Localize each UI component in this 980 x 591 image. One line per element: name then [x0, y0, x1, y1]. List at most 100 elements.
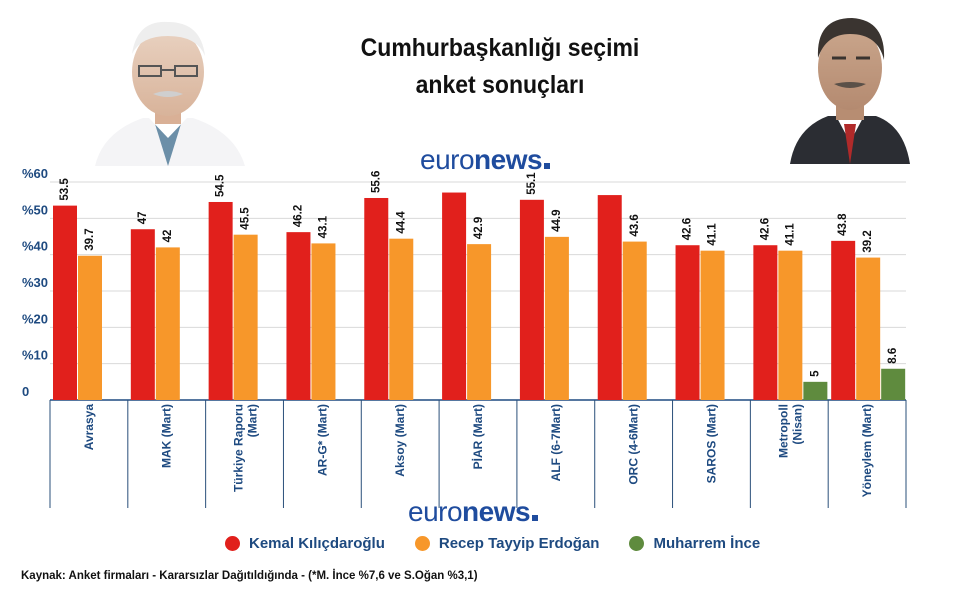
data-label: 43.1: [317, 215, 329, 238]
euronews-logo-bold: news: [474, 144, 543, 175]
bar: [53, 205, 77, 400]
data-label: 43.8: [837, 213, 849, 236]
bar: [856, 257, 881, 400]
bar: [130, 229, 155, 400]
data-label: 42.6: [759, 218, 771, 240]
legend-item-kilicdaroglu: Kemal Kılıçdaroğlu: [225, 535, 385, 552]
data-label: 45.5: [240, 207, 252, 230]
chart-title: Cumhurbaşkanlığı seçimi anket sonuçları: [316, 30, 684, 104]
bar: [753, 245, 778, 400]
y-tick-label: 0: [22, 384, 29, 399]
bar: [675, 245, 700, 400]
category-label: Yöneylem (Mart): [860, 404, 874, 497]
euronews-logo-top: euronews: [420, 144, 551, 176]
euronews-logo-bold: news: [462, 496, 531, 527]
data-label: 8.6: [887, 348, 899, 364]
category-label-line: Aksoy (Mart): [393, 404, 407, 477]
bar: [442, 192, 467, 400]
category-label-line: Metropoll: [776, 404, 790, 458]
category-label: MAK (Mart): [160, 404, 174, 468]
category-label-line: PİAR (Mart): [470, 404, 485, 469]
data-label: 42.6: [682, 218, 694, 240]
category-label-line: AR-G* (Mart): [315, 404, 329, 476]
bar-chart: 0 %10 %20 %30 %40 %50 %60 53.5 39.7 Avrasya 47 42 MA…: [22, 166, 907, 508]
y-tick-label: %50: [22, 202, 48, 217]
legend-dot-erdogan: [414, 536, 430, 551]
category-label: ORC (4-6Mart): [627, 404, 641, 485]
data-label: 43.6: [629, 214, 641, 236]
euronews-logo-light: euro: [408, 496, 463, 527]
data-label: 55.1: [526, 172, 538, 195]
euronews-logo-light: euro: [420, 144, 475, 175]
category-label-line: ALF (6-7Mart): [549, 404, 563, 481]
data-label: 41.1: [707, 223, 719, 246]
category-label: ALF (6-7Mart): [549, 404, 563, 481]
chart-legend: Kemal Kılıçdaroğlu Recep Tayyip Erdoğan …: [225, 535, 790, 552]
kilicdaroglu-photo: [95, 21, 245, 166]
legend-item-ince: Muharrem İnce: [629, 535, 760, 552]
bar: [311, 243, 336, 400]
category-label-line: Avrasya: [82, 404, 96, 451]
data-label: 39.7: [84, 228, 96, 250]
y-tick-label: %20: [22, 311, 48, 326]
bar: [622, 241, 647, 400]
category-label-line: ORC (4-6Mart): [627, 404, 641, 485]
bar: [803, 381, 828, 400]
data-label: 42.9: [473, 217, 485, 239]
data-label: 55.6: [370, 171, 382, 193]
chart-title-line-2: anket sonuçları: [415, 71, 585, 99]
category-label: AR-G* (Mart): [315, 404, 329, 476]
data-label: 53.5: [59, 178, 71, 201]
category-label: PİAR (Mart): [470, 404, 485, 469]
euronews-logo-bottom: euronews: [408, 496, 539, 528]
bar: [78, 255, 102, 400]
source-note: Kaynak: Anket firmaları - Kararsızlar Da…: [21, 570, 478, 582]
legend-label-erdogan: Recep Tayyip Erdoğan: [438, 535, 600, 552]
data-label: 46.2: [292, 205, 304, 227]
data-label: 44.9: [551, 209, 563, 231]
euronews-logo-dot: [544, 163, 551, 169]
bar: [881, 368, 906, 400]
erdogan-photo: [790, 18, 910, 164]
category-label: SAROS (Mart): [704, 404, 718, 483]
category-label: Avrasya: [82, 404, 96, 451]
data-label: 5: [809, 370, 821, 377]
legend-label-kilicdaroglu: Kemal Kılıçdaroğlu: [249, 535, 385, 552]
legend-item-erdogan: Recep Tayyip Erdoğan: [414, 535, 600, 552]
category-label-line: SAROS (Mart): [704, 404, 718, 483]
category-label-line: (Nisan): [790, 404, 804, 445]
bar: [286, 232, 311, 400]
category-label-line: Türkiye Raporu: [232, 404, 246, 492]
bar: [208, 201, 233, 400]
bar: [700, 250, 725, 400]
bar: [155, 247, 180, 400]
y-tick-label: %10: [22, 348, 48, 363]
bar: [544, 236, 569, 400]
legend-dot-ince: [629, 536, 645, 551]
legend-dot-kilicdaroglu: [225, 536, 240, 551]
y-tick-label: %40: [22, 239, 48, 254]
category-label-line: MAK (Mart): [160, 404, 174, 468]
legend-label-ince: Muharrem İnce: [653, 535, 761, 552]
category-label-line: Yöneylem (Mart): [860, 404, 874, 497]
data-label: 42: [162, 230, 174, 243]
bar: [778, 250, 803, 400]
bar: [389, 238, 414, 400]
category-label: Aksoy (Mart): [393, 404, 407, 477]
data-label: 54.5: [215, 174, 227, 197]
data-label: 39.2: [862, 230, 874, 252]
data-label: 44.4: [395, 211, 407, 234]
data-label: 41.1: [784, 223, 796, 246]
bar: [467, 244, 492, 400]
category-label: Metropoll(Nisan): [776, 404, 804, 458]
bar: [597, 195, 622, 400]
category-label-line: (Mart): [246, 404, 260, 437]
bar: [831, 240, 856, 400]
bar: [519, 199, 544, 400]
bar: [233, 234, 258, 400]
y-tick-label: %60: [22, 166, 48, 181]
chart-title-line-1: Cumhurbaşkanlığı seçimi: [360, 34, 640, 62]
data-label: 47: [137, 211, 149, 224]
euronews-logo-dot: [532, 515, 539, 521]
bar: [364, 197, 389, 400]
